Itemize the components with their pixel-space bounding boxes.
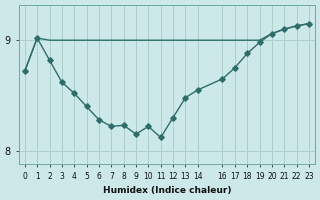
X-axis label: Humidex (Indice chaleur): Humidex (Indice chaleur): [103, 186, 231, 195]
